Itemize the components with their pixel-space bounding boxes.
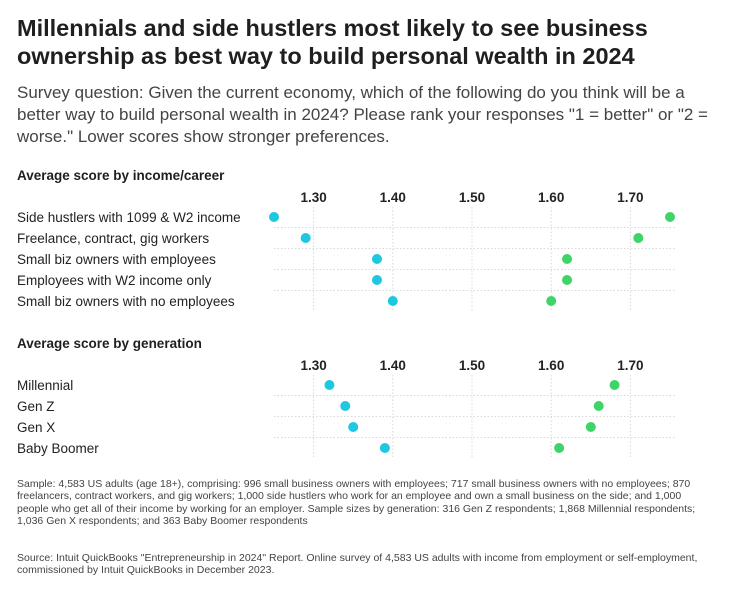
data-point-series-0 bbox=[379, 443, 390, 453]
data-point-series-1 bbox=[562, 275, 573, 285]
category-label: Baby Boomer bbox=[17, 441, 99, 456]
data-point-series-0 bbox=[300, 233, 311, 243]
page-subtitle: Survey question: Given the current econo… bbox=[17, 83, 708, 146]
category-label: Gen Z bbox=[17, 399, 55, 414]
category-label: Small biz owners with employees bbox=[17, 252, 216, 267]
data-point-series-0 bbox=[371, 275, 382, 285]
data-point-series-0 bbox=[348, 422, 359, 432]
x-tick-label: 1.30 bbox=[300, 358, 326, 373]
data-point-series-1 bbox=[593, 401, 604, 411]
data-point-series-1 bbox=[633, 233, 644, 243]
data-point-series-1 bbox=[554, 443, 565, 453]
data-point-series-0 bbox=[340, 401, 351, 411]
data-point-series-0 bbox=[269, 212, 279, 222]
chart-1-title: Average score by income/career bbox=[17, 168, 225, 183]
category-label: Small biz owners with no employees bbox=[17, 294, 235, 309]
data-point-series-1 bbox=[609, 380, 620, 390]
category-label: Employees with W2 income only bbox=[17, 273, 212, 288]
x-tick-label: 1.70 bbox=[617, 190, 643, 205]
data-point-series-0 bbox=[371, 254, 382, 264]
data-point-series-0 bbox=[387, 296, 398, 306]
data-point-series-0 bbox=[324, 380, 335, 390]
data-point-series-1 bbox=[562, 254, 573, 264]
category-label: Gen X bbox=[17, 420, 55, 435]
sample-footnote: Sample: 4,583 US adults (age 18+), compr… bbox=[17, 478, 696, 528]
x-tick-label: 1.50 bbox=[459, 358, 485, 373]
category-label: Side hustlers with 1099 & W2 income bbox=[17, 210, 241, 225]
x-tick-label: 1.50 bbox=[459, 190, 485, 205]
x-tick-label: 1.60 bbox=[538, 358, 564, 373]
data-point-series-1 bbox=[585, 422, 596, 432]
x-tick-label: 1.30 bbox=[300, 190, 326, 205]
x-tick-label: 1.60 bbox=[538, 190, 564, 205]
category-label: Freelance, contract, gig workers bbox=[17, 231, 209, 246]
data-point-series-1 bbox=[546, 296, 557, 306]
chart-2-title: Average score by generation bbox=[17, 336, 202, 351]
source-footnote: Source: Intuit QuickBooks "Entrepreneurs… bbox=[17, 552, 698, 577]
x-tick-label: 1.70 bbox=[617, 358, 643, 373]
x-tick-label: 1.40 bbox=[380, 190, 406, 205]
page-title: Millennials and side hustlers most likel… bbox=[17, 15, 648, 69]
x-tick-label: 1.40 bbox=[380, 358, 406, 373]
category-label: Millennial bbox=[17, 378, 73, 393]
data-point-series-1 bbox=[665, 212, 675, 222]
